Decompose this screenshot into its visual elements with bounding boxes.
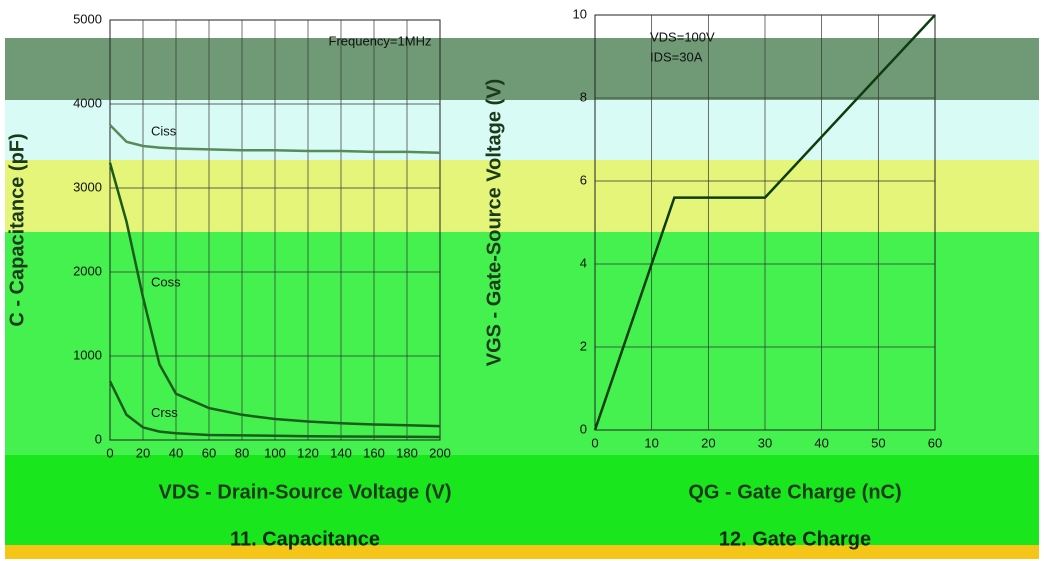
- annotation: IDS=30A: [650, 49, 703, 64]
- x-tick-label: 20: [701, 435, 715, 450]
- y-tick-label: 2000: [73, 263, 102, 278]
- x-tick-label: 40: [814, 435, 828, 450]
- x-tick-label: 30: [758, 435, 772, 450]
- x-tick-label: 40: [169, 445, 183, 460]
- x-tick-label: 100: [264, 445, 286, 460]
- x-tick-label: 0: [591, 435, 598, 450]
- y-tick-label: 2: [580, 338, 587, 353]
- x-tick-label: 60: [202, 445, 216, 460]
- x-tick-label: 50: [871, 435, 885, 450]
- y-tick-label: 1000: [73, 347, 102, 362]
- series-label: Ciss: [151, 123, 177, 138]
- y-axis-label: VGS - Gate-Source Voltage (V): [483, 79, 505, 366]
- x-tick-label: 20: [136, 445, 150, 460]
- chart-title: 12. Gate Charge: [719, 528, 871, 550]
- series-label: Coss: [151, 275, 181, 290]
- y-tick-label: 4000: [73, 95, 102, 110]
- x-tick-label: 180: [396, 445, 418, 460]
- y-tick-label: 4: [580, 255, 587, 270]
- x-tick-label: 140: [330, 445, 352, 460]
- y-tick-label: 8: [580, 89, 587, 104]
- x-tick-label: 0: [106, 445, 113, 460]
- x-tick-label: 160: [363, 445, 385, 460]
- x-tick-label: 80: [235, 445, 249, 460]
- band: [5, 160, 1039, 232]
- annotation: Frequency=1MHz: [329, 33, 432, 48]
- y-axis-label: C - Capacitance (pF): [6, 133, 28, 326]
- series-label: Crss: [151, 405, 178, 420]
- band: [5, 232, 1039, 455]
- y-tick-label: 3000: [73, 179, 102, 194]
- y-tick-label: 0: [95, 431, 102, 446]
- x-axis-label: QG - Gate Charge (nC): [688, 481, 901, 503]
- x-tick-label: 10: [644, 435, 658, 450]
- y-tick-label: 0: [580, 421, 587, 436]
- annotation: VDS=100V: [650, 29, 715, 44]
- y-tick-label: 10: [573, 6, 587, 21]
- x-tick-label: 120: [297, 445, 319, 460]
- x-tick-label: 200: [429, 445, 451, 460]
- y-tick-label: 5000: [73, 11, 102, 26]
- band: [5, 545, 1039, 559]
- x-axis-label: VDS - Drain-Source Voltage (V): [158, 481, 451, 503]
- x-tick-label: 60: [928, 435, 942, 450]
- y-tick-label: 6: [580, 172, 587, 187]
- page: 0100020003000400050000204060801001201401…: [0, 0, 1044, 561]
- chart-title: 11. Capacitance: [230, 528, 380, 550]
